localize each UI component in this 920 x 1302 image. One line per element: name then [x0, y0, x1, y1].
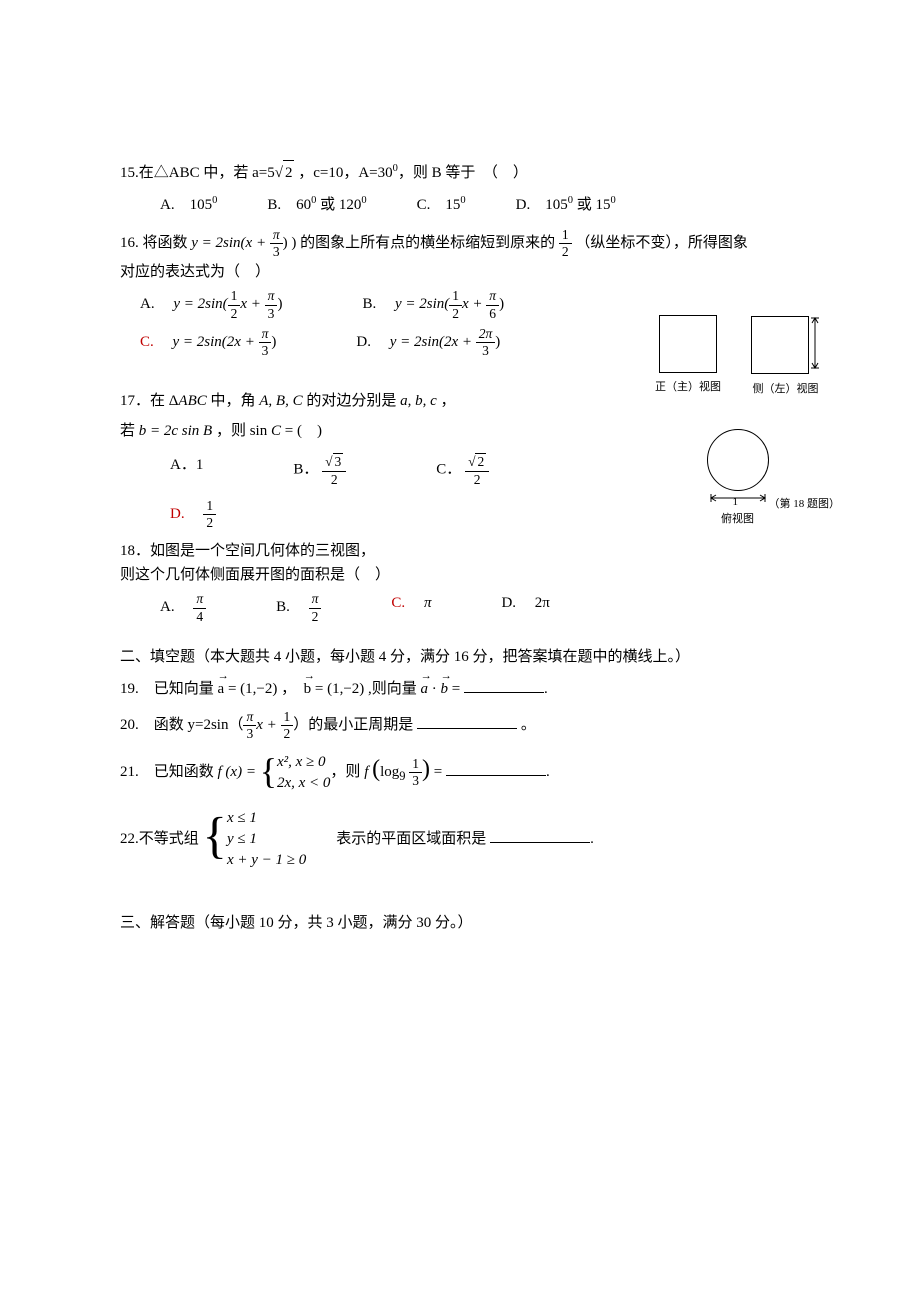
q21: 21. 已知函数 f (x) = { x², x ≥ 0 2x, x < 0 ，… [120, 750, 800, 794]
q15-stem-mid: ，c=10，A=30 [294, 165, 392, 181]
q17-opt-c: C． 22 [436, 453, 489, 487]
q15: 15.在△ABC 中，若 a=52 ，c=10，A=300，则 B 等于 （ ） [120, 160, 800, 185]
side-view-square [751, 316, 809, 374]
q18-opt-b: B. π2 [276, 591, 321, 624]
figure-caption: （第 18 题图） [769, 496, 841, 514]
q18-figure: 正（主）视图 侧（左）视图 [655, 315, 820, 529]
q20-blank [417, 713, 517, 729]
side-view: 侧（左）视图 [751, 315, 820, 399]
front-view-label: 正（主）视图 [655, 379, 721, 397]
q18: 18．如图是一个空间几何体的三视图， 则这个几何体侧面展开图的面积是（ ） A.… [120, 539, 800, 624]
q16-opt-c: C. y = 2sin(2x + π3) [140, 326, 276, 359]
section-2-heading: 二、填空题（本大题共 4 小题，每小题 4 分，满分 16 分，把答案填在题中的… [120, 645, 800, 669]
q17-opt-d: D. 12 [170, 506, 216, 522]
dim-value: 1 [733, 494, 739, 512]
q15-opt-d: D. 1050 或 150 [516, 193, 616, 217]
front-view: 正（主）视图 [655, 315, 721, 399]
q20: 20. 函数 y=2sin（π3x + 12）的最小正周期是 。 [120, 709, 800, 742]
q15-stem-pre: 15.在△ABC 中，若 a= [120, 165, 267, 181]
q16-opt-d: D. y = 2sin(2x + 2π3) [356, 326, 500, 359]
q21-blank [446, 760, 546, 776]
top-view-label: 俯视图 [707, 511, 769, 529]
q17-opt-a: A．1 [170, 453, 203, 487]
q22-blank [490, 827, 590, 843]
q16-opt-b: B. y = 2sin(12x + π6) [362, 288, 504, 321]
q17-opt-b: B． 32 [293, 453, 346, 487]
q18-opt-a: A. π4 [160, 591, 206, 624]
height-arrow-icon [810, 315, 820, 375]
section-3-heading: 三、解答题（每小题 10 分，共 3 小题，满分 30 分。） [120, 911, 800, 935]
front-view-square [659, 315, 717, 373]
q15-options: A. 1050 B. 600 或 1200 C. 150 D. 1050 或 1… [160, 193, 800, 217]
top-view-circle [707, 429, 769, 491]
q18-opt-c: C. π [391, 591, 431, 624]
q19-blank [464, 677, 544, 693]
q22: 22.不等式组 { x ≤ 1 y ≤ 1 x + y − 1 ≥ 0 表示的平… [120, 808, 800, 871]
three-views-top-row: 正（主）视图 侧（左）视图 [655, 315, 820, 399]
exam-page: 正（主）视图 侧（左）视图 [0, 0, 920, 1043]
q15-opt-c: C. 150 [417, 193, 466, 217]
q16-opt-a: A. y = 2sin(12x + π3) [140, 288, 282, 321]
q18-options: A. π4 B. π2 C. π D. 2π [160, 591, 800, 624]
q15-opt-a: A. 1050 [160, 193, 217, 217]
q18-opt-d: D. 2π [501, 591, 549, 624]
side-view-label: 侧（左）视图 [753, 381, 819, 399]
q19: 19. 已知向量 a = (1,−2) ， b = (1,−2) ,则向量 a … [120, 677, 800, 701]
q15-stem-post: ，则 B 等于 （ ） [398, 165, 528, 181]
q15-opt-b: B. 600 或 1200 [267, 193, 366, 217]
top-view: 1 （第 18 题图） 俯视图 [707, 429, 769, 529]
